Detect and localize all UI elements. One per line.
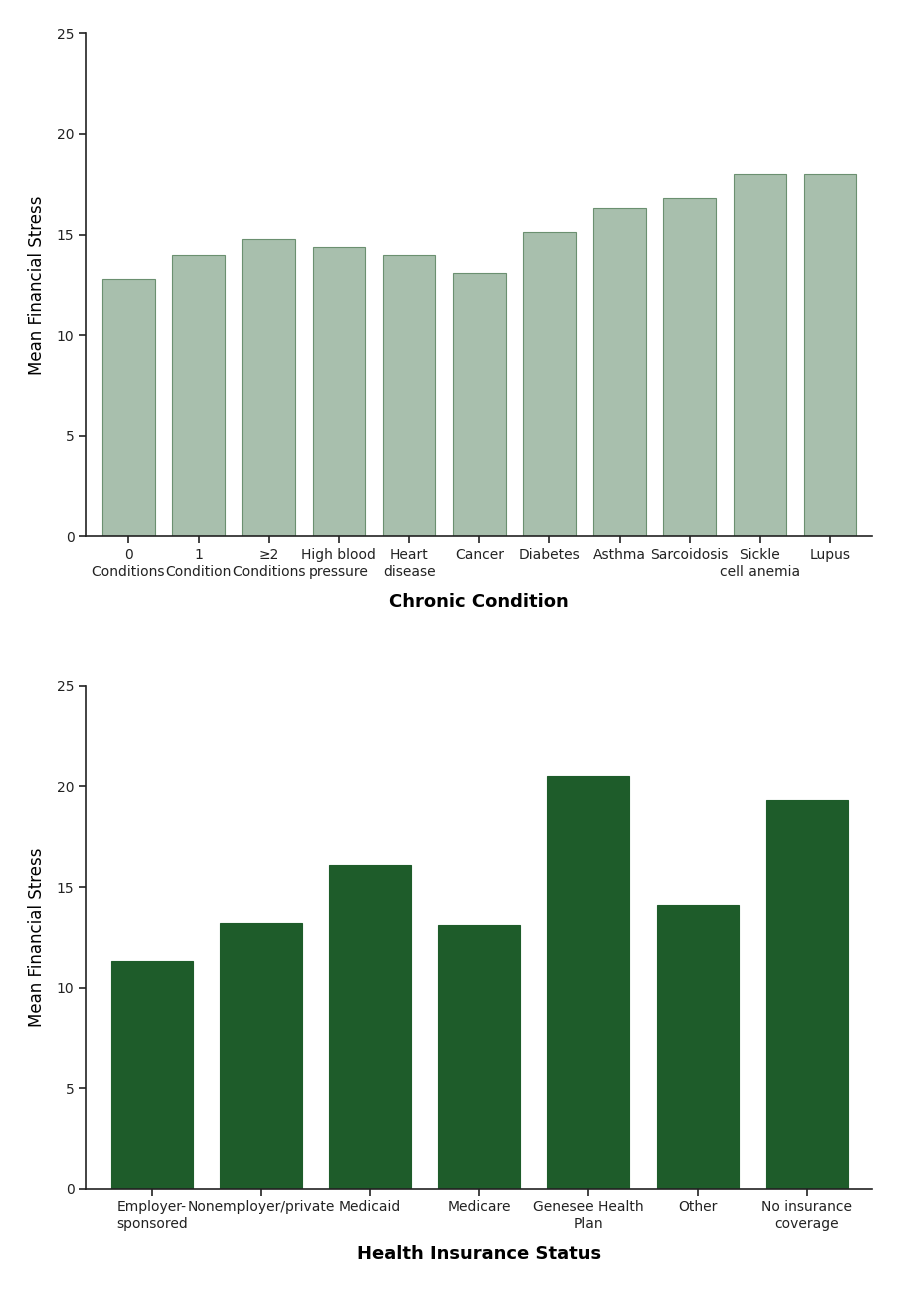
Bar bbox=[220, 923, 302, 1189]
Bar bbox=[547, 776, 629, 1189]
Bar bbox=[172, 254, 225, 537]
Bar bbox=[382, 254, 436, 537]
Bar bbox=[523, 231, 576, 537]
Bar bbox=[657, 905, 739, 1189]
Bar bbox=[438, 926, 520, 1189]
Bar bbox=[111, 962, 193, 1189]
Bar bbox=[804, 174, 857, 537]
Bar bbox=[593, 208, 646, 537]
Bar bbox=[312, 247, 365, 537]
Bar bbox=[329, 865, 411, 1189]
Bar bbox=[766, 800, 848, 1189]
Bar bbox=[663, 199, 716, 537]
Bar bbox=[242, 239, 295, 537]
Bar bbox=[453, 272, 506, 537]
Y-axis label: Mean Financial Stress: Mean Financial Stress bbox=[28, 848, 46, 1028]
X-axis label: Health Insurance Status: Health Insurance Status bbox=[357, 1246, 601, 1263]
Bar bbox=[734, 174, 787, 537]
Bar bbox=[102, 279, 155, 537]
Y-axis label: Mean Financial Stress: Mean Financial Stress bbox=[28, 195, 46, 374]
X-axis label: Chronic Condition: Chronic Condition bbox=[390, 593, 569, 611]
